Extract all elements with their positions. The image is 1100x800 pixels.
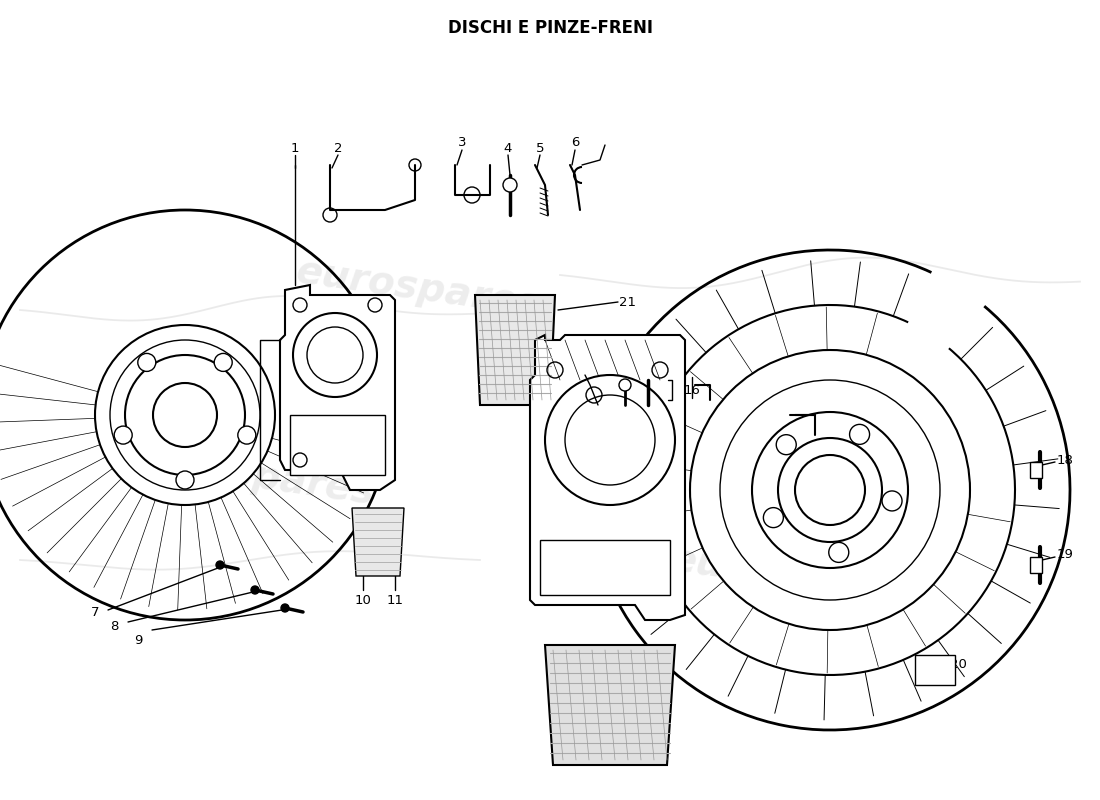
Circle shape xyxy=(138,354,156,371)
Bar xyxy=(1030,557,1042,573)
Circle shape xyxy=(720,380,940,600)
Circle shape xyxy=(238,426,256,444)
Text: 6: 6 xyxy=(571,135,580,149)
Circle shape xyxy=(777,434,796,454)
Circle shape xyxy=(95,325,275,505)
Text: DISCHI E PINZE-FRENI: DISCHI E PINZE-FRENI xyxy=(448,19,652,37)
Polygon shape xyxy=(352,508,404,576)
Text: 8: 8 xyxy=(110,621,118,634)
Circle shape xyxy=(251,586,258,594)
Text: eurospares: eurospares xyxy=(129,440,377,512)
Circle shape xyxy=(216,561,224,569)
Circle shape xyxy=(619,379,631,391)
Polygon shape xyxy=(530,335,685,620)
Bar xyxy=(1030,462,1042,478)
Text: eurospares: eurospares xyxy=(668,540,916,612)
Circle shape xyxy=(125,355,245,475)
Text: 5: 5 xyxy=(536,142,544,154)
Polygon shape xyxy=(475,295,556,405)
Circle shape xyxy=(690,350,970,630)
Circle shape xyxy=(763,508,783,528)
Circle shape xyxy=(752,412,908,568)
Text: 7: 7 xyxy=(90,606,99,618)
Polygon shape xyxy=(544,645,675,765)
Text: 4: 4 xyxy=(504,142,513,154)
Text: 1: 1 xyxy=(290,142,299,154)
Text: eurospares: eurospares xyxy=(294,252,542,324)
Bar xyxy=(540,540,670,595)
Text: 18: 18 xyxy=(1057,454,1074,466)
Text: 10: 10 xyxy=(354,594,372,606)
Text: 2: 2 xyxy=(333,142,342,154)
Circle shape xyxy=(778,438,882,542)
Text: 21: 21 xyxy=(619,295,637,309)
Text: 13: 13 xyxy=(657,383,673,397)
Polygon shape xyxy=(280,285,395,490)
Text: 19: 19 xyxy=(1057,549,1074,562)
Text: 11: 11 xyxy=(386,594,404,606)
Circle shape xyxy=(544,375,675,505)
Circle shape xyxy=(882,491,902,511)
Circle shape xyxy=(849,424,870,444)
Text: 20: 20 xyxy=(949,658,967,671)
Circle shape xyxy=(503,178,517,192)
Text: 17: 17 xyxy=(812,389,828,402)
Bar xyxy=(290,415,385,475)
Text: 9: 9 xyxy=(134,634,142,646)
Circle shape xyxy=(293,313,377,397)
Bar xyxy=(915,655,955,685)
Circle shape xyxy=(828,542,849,562)
Text: 14: 14 xyxy=(635,383,651,397)
Circle shape xyxy=(214,354,232,371)
Text: 12: 12 xyxy=(572,383,588,397)
Circle shape xyxy=(795,455,865,525)
Text: 4: 4 xyxy=(614,383,623,397)
Text: 16: 16 xyxy=(683,383,701,397)
Circle shape xyxy=(280,604,289,612)
Text: 3: 3 xyxy=(458,135,466,149)
Circle shape xyxy=(176,471,194,489)
Circle shape xyxy=(114,426,132,444)
Circle shape xyxy=(153,383,217,447)
